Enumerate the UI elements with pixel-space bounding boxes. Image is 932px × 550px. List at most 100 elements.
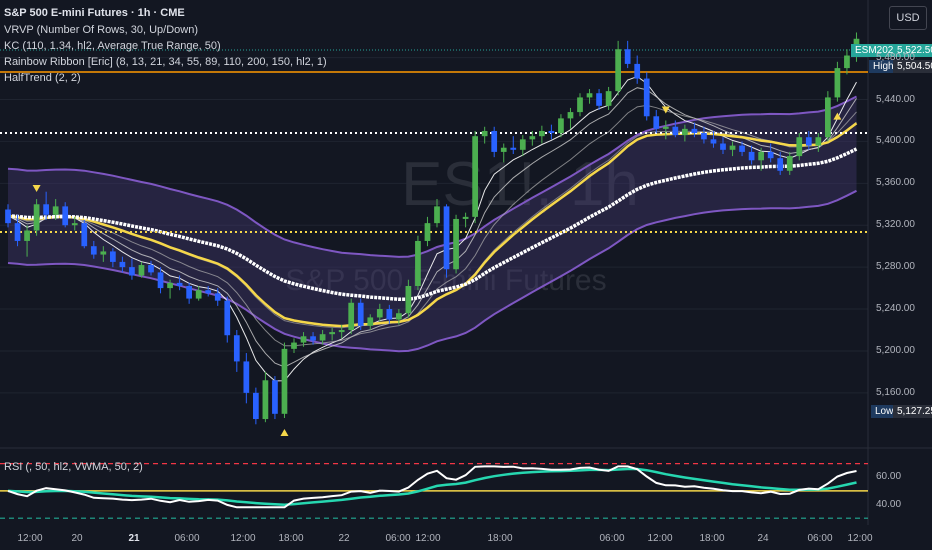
- candle-body: [376, 309, 383, 318]
- candle-body: [805, 137, 812, 146]
- candle-body: [329, 332, 335, 335]
- candle-body: [701, 133, 707, 140]
- time-tick-label: 18:00: [278, 533, 304, 544]
- candle-body: [767, 151, 774, 159]
- candle-body: [129, 267, 135, 276]
- candle-body: [14, 223, 21, 241]
- candle-body: [310, 336, 316, 341]
- price-tick-label: 5,480.00: [876, 51, 915, 63]
- candle-body: [71, 223, 78, 226]
- candle-body: [825, 97, 831, 138]
- candle-body: [405, 286, 412, 314]
- candle-body: [796, 137, 803, 157]
- candle-body: [615, 49, 621, 92]
- candle-body: [624, 49, 631, 64]
- candle-body: [415, 240, 421, 286]
- low-label: Low: [871, 405, 898, 418]
- candle-body: [596, 93, 602, 106]
- candle-body: [758, 151, 764, 161]
- candle-body: [148, 265, 154, 273]
- candle-body: [710, 139, 717, 144]
- candle-body: [748, 151, 755, 161]
- candle-body: [243, 361, 250, 393]
- candle-body: [844, 55, 850, 69]
- candle-body: [186, 286, 192, 299]
- price-tick-label: 5,360.00: [876, 177, 915, 189]
- contract-label: ESM2025: [851, 44, 903, 57]
- halftrend-up-arrow: [280, 429, 289, 436]
- candle-body: [519, 139, 526, 150]
- time-tick-label: 06:00: [599, 533, 625, 544]
- time-tick-label: 06:00: [807, 533, 833, 544]
- candle-body: [815, 137, 822, 146]
- candle-body: [462, 216, 469, 219]
- price-tick-label: 5,160.00: [876, 386, 915, 398]
- price-tick-label: 5,280.00: [876, 261, 915, 273]
- candle-body: [357, 302, 364, 326]
- candle-body: [567, 112, 574, 119]
- candle-body: [529, 136, 536, 140]
- time-tick-label: 12:00: [647, 533, 673, 544]
- indicator-kc[interactable]: KC (110, 1.34, hl2, Average True Range, …: [4, 40, 221, 52]
- candle-body: [577, 97, 583, 113]
- candle-body: [90, 246, 97, 255]
- candle-body: [424, 223, 431, 241]
- ribbon-line-2: [7, 104, 857, 347]
- candle-body: [319, 334, 326, 341]
- time-tick-label: 12:00: [230, 533, 256, 544]
- candle-body: [786, 156, 793, 171]
- candle-body: [539, 130, 545, 137]
- candle-body: [472, 136, 478, 217]
- time-tick-label: 06:00: [174, 533, 200, 544]
- candle-body: [739, 145, 745, 152]
- keltner-lower: [7, 189, 857, 353]
- candle-body: [662, 126, 669, 129]
- candle-body: [434, 206, 440, 224]
- time-tick-label: 12:00: [847, 533, 873, 544]
- candle-body: [33, 204, 40, 231]
- rsi-ma-line: [7, 467, 857, 506]
- currency-selector[interactable]: USD: [889, 6, 927, 30]
- time-tick-label: 12:00: [17, 533, 43, 544]
- high-value: 5,504.50: [893, 60, 932, 73]
- candle-body: [224, 300, 231, 336]
- contract-price: 5,522.50: [893, 44, 932, 57]
- candle-body: [548, 130, 555, 134]
- candle-body: [634, 63, 641, 79]
- price-tick-label: 5,200.00: [876, 344, 915, 356]
- candle-body: [367, 317, 374, 326]
- candle-body: [510, 147, 517, 150]
- candle-body: [81, 223, 88, 247]
- candle-body: [291, 342, 297, 349]
- candle-body: [481, 130, 488, 137]
- candle-body: [205, 290, 212, 294]
- chart-title: S&P 500 E-mini Futures · 1h · CME: [4, 7, 185, 19]
- indicator-vrvp[interactable]: VRVP (Number Of Rows, 30, Up/Down): [4, 24, 198, 36]
- high-label: High: [869, 60, 898, 73]
- ribbon-line-1: [7, 87, 857, 368]
- ribbon-white-line: [7, 147, 858, 302]
- candle-body: [386, 309, 393, 320]
- time-tick-label: 06:00: [385, 533, 411, 544]
- candle-body: [272, 380, 278, 414]
- candle-body: [233, 335, 240, 362]
- halftrend-down-arrow: [32, 185, 41, 193]
- time-tick-label: 18:00: [487, 533, 513, 544]
- indicator-halftrend[interactable]: HalfTrend (2, 2): [4, 72, 81, 84]
- indicator-rainbow-ribbon[interactable]: Rainbow Ribbon [Eric] (8, 13, 21, 34, 55…: [4, 56, 327, 68]
- candle-body: [167, 282, 173, 289]
- candle-body: [396, 313, 402, 320]
- candle-body: [558, 118, 564, 134]
- candle-body: [62, 206, 69, 226]
- rsi-legend[interactable]: RSI (, 50, hl2, VWMA, 50, 2): [4, 461, 143, 473]
- candle-body: [214, 293, 221, 301]
- candle-body: [281, 348, 288, 414]
- candle-body: [24, 230, 30, 241]
- candle-body: [138, 265, 145, 276]
- keltner-upper: [7, 95, 857, 258]
- watermark-symbol: ES1!, 1h: [401, 150, 639, 219]
- price-tick-label: 5,320.00: [876, 219, 915, 231]
- price-tick-label: 5,240.00: [876, 303, 915, 315]
- rsi-line: [7, 465, 857, 509]
